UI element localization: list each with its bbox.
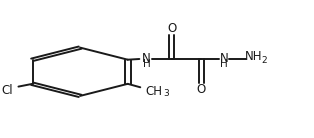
Text: 3: 3 [163,89,169,98]
Text: NH: NH [245,50,263,63]
Text: CH: CH [145,85,162,98]
Text: N: N [220,52,229,65]
Text: 2: 2 [262,56,267,65]
Text: Cl: Cl [2,84,13,97]
Text: H: H [143,59,150,69]
Text: O: O [167,22,176,35]
Text: O: O [197,83,206,96]
Text: N: N [142,52,151,65]
Text: H: H [220,59,228,69]
